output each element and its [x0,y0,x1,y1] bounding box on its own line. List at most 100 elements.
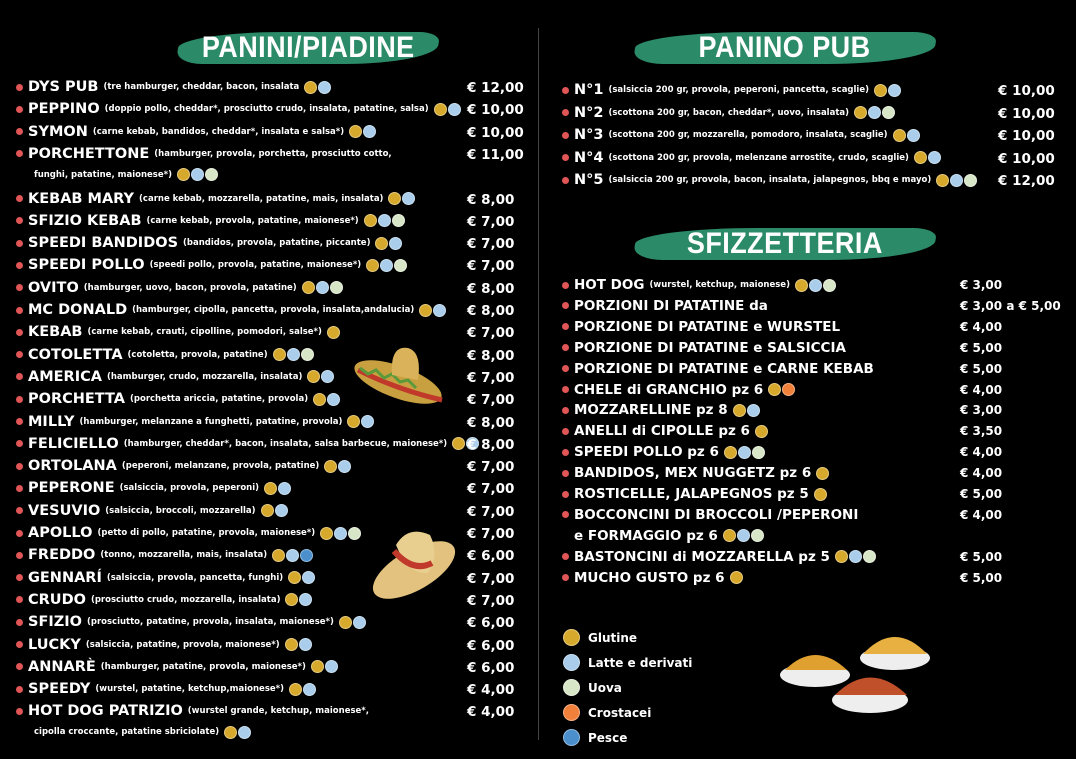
egg-icon [391,214,405,228]
item-price: € 11,00 [467,146,524,163]
item-name: ANELLI di CIPOLLE pz 6 [574,423,750,440]
item-name: CHELE di GRANCHIO pz 6 [574,381,764,398]
item-price: € 8,00 [467,303,515,319]
menu-item: ANNARÈ (hamburger, patatine, provola, mai… [16,659,338,675]
gluten-icon [301,281,315,295]
section-banner-pub: PANINO PUB [632,26,938,70]
allergen-icons [263,481,292,495]
milk-icon [302,682,316,696]
menu-item: GENNARÍ (salsiccia, provola, pancetta, fu… [16,570,316,586]
item-description: (salsiccia, provola, pancetta, funghi) [106,572,284,583]
menu-item: N°3 (scottona 200 gr, mozzarella, pomodor… [562,127,920,143]
fries-illustration [780,637,930,713]
milk-icon [737,445,751,459]
item-name: CRUDO [28,591,86,608]
gluten-icon [324,459,338,473]
allergen-icons [433,102,461,116]
item-name: PORCHETTA [28,391,126,408]
item-name: SPEEDI BANDIDOS [28,235,179,252]
bullet-icon [16,261,23,269]
gluten-icon [264,481,278,495]
item-description: (hamburger, patatine, provola, maionese*… [100,661,306,672]
menu-item: AMERICA (hamburger, crudo, mozzarella, in… [16,369,335,385]
allergen-icons [873,83,901,97]
milk-icon [888,83,901,97]
item-description: (carne kebab, bandidos, cheddar*, insala… [92,126,345,137]
item-price: € 7,00 [467,258,515,275]
milk-icon [298,638,312,651]
bullet-icon [16,351,23,359]
milk-icon [389,236,403,250]
allergen-icons [326,325,340,339]
gluten-icon [284,638,298,651]
gluten-icon [288,682,302,696]
item-price: € 4,00 [467,704,515,721]
bullet-icon [16,529,23,537]
milk-icon [302,571,316,585]
menu-item: KEBAB MARY (carne kebab, mozzarella, pata… [16,191,416,207]
item-description: (wurstel, ketchup, maionese) [649,280,790,290]
gluten-icon [272,548,286,562]
allergen-icons [310,660,338,674]
legend-label: Glutine [588,630,638,645]
menu-item: SPEEDI POLLO (speedi pollo, provola, pata… [16,257,408,273]
item-price: € 7,00 [467,526,515,542]
allergen-icons [260,504,288,518]
milk-icon [377,214,391,228]
egg-icon [882,106,896,119]
milk-icon [278,481,292,495]
item-description: (hamburger, crudo, mozzarella, insalata) [106,371,303,382]
item-price: € 7,00 [467,592,515,609]
item-name: DYS PUB [28,79,99,95]
menu-item: N°1 (salsiccia 200 gr, provola, peperoni,… [562,82,901,98]
bullet-icon [562,154,569,161]
bullet-icon [562,323,569,331]
item-price: € 7,00 [467,325,515,342]
item-name: APOLLO [28,525,93,541]
egg-icon [964,173,978,187]
bullet-icon [16,663,23,671]
allergen-icons [346,415,375,428]
bullet-icon [562,511,569,519]
egg-icon [348,526,362,540]
menu-item: LUCKY (salsiccia, patatine, provola, maio… [16,637,312,653]
allergen-icons [767,383,796,396]
bullet-icon [16,618,23,626]
section-title: PANINI/PIADINE [201,31,415,64]
allergen-icons [853,106,896,119]
item-description: (tonno, mozzarella, mais, insalata) [100,550,268,561]
item-name: PEPPINO [28,101,100,118]
gluten-icon [388,192,402,205]
section-title: SFIZZETTERIA [687,227,883,260]
section-title: PANINO PUB [698,31,872,64]
sombrero-illustration [354,347,443,404]
menu-item: SPEEDI BANDIDOS (bandidos, provola, patat… [16,235,403,252]
allergen-icons [365,258,408,272]
milk-icon [363,125,377,139]
allergen-icons [303,80,332,94]
item-name: BANDIDOS, MEX NUGGETZ pz 6 [574,465,812,482]
item-description: (scottona 200 gr, mozzarella, pomodoro, … [608,130,888,140]
item-name: PORZIONE DI PATATINE e CARNE KEBAB [574,360,874,377]
item-name: SPEEDY [28,681,91,698]
crustacean-icon [563,704,580,721]
bullet-icon [562,553,569,561]
fish-icon [563,729,580,746]
item-price: € 3,00 a € 5,00 [960,298,1061,313]
gluten-icon [913,151,927,164]
menu-item: BANDIDOS, MEX NUGGETZ pz 6 [562,465,830,482]
section-banner-sfizz: SFIZZETTERIA [632,222,938,266]
allergen-icons [223,725,252,739]
milk-icon [361,415,375,428]
egg-icon [822,278,836,292]
item-price: € 6,00 [467,548,515,565]
milk-icon [286,348,300,362]
gluten-icon [310,660,324,674]
item-price: € 10,00 [998,105,1055,122]
item-price: € 7,00 [467,236,515,253]
item-description: (doppio pollo, cheddar*, prosciutto crud… [104,104,429,115]
gluten-icon [936,173,950,187]
milk-icon [950,173,964,187]
item-name: PORZIONE DI PATATINE e SALSICCIA [574,339,846,356]
gluten-icon [563,629,580,646]
